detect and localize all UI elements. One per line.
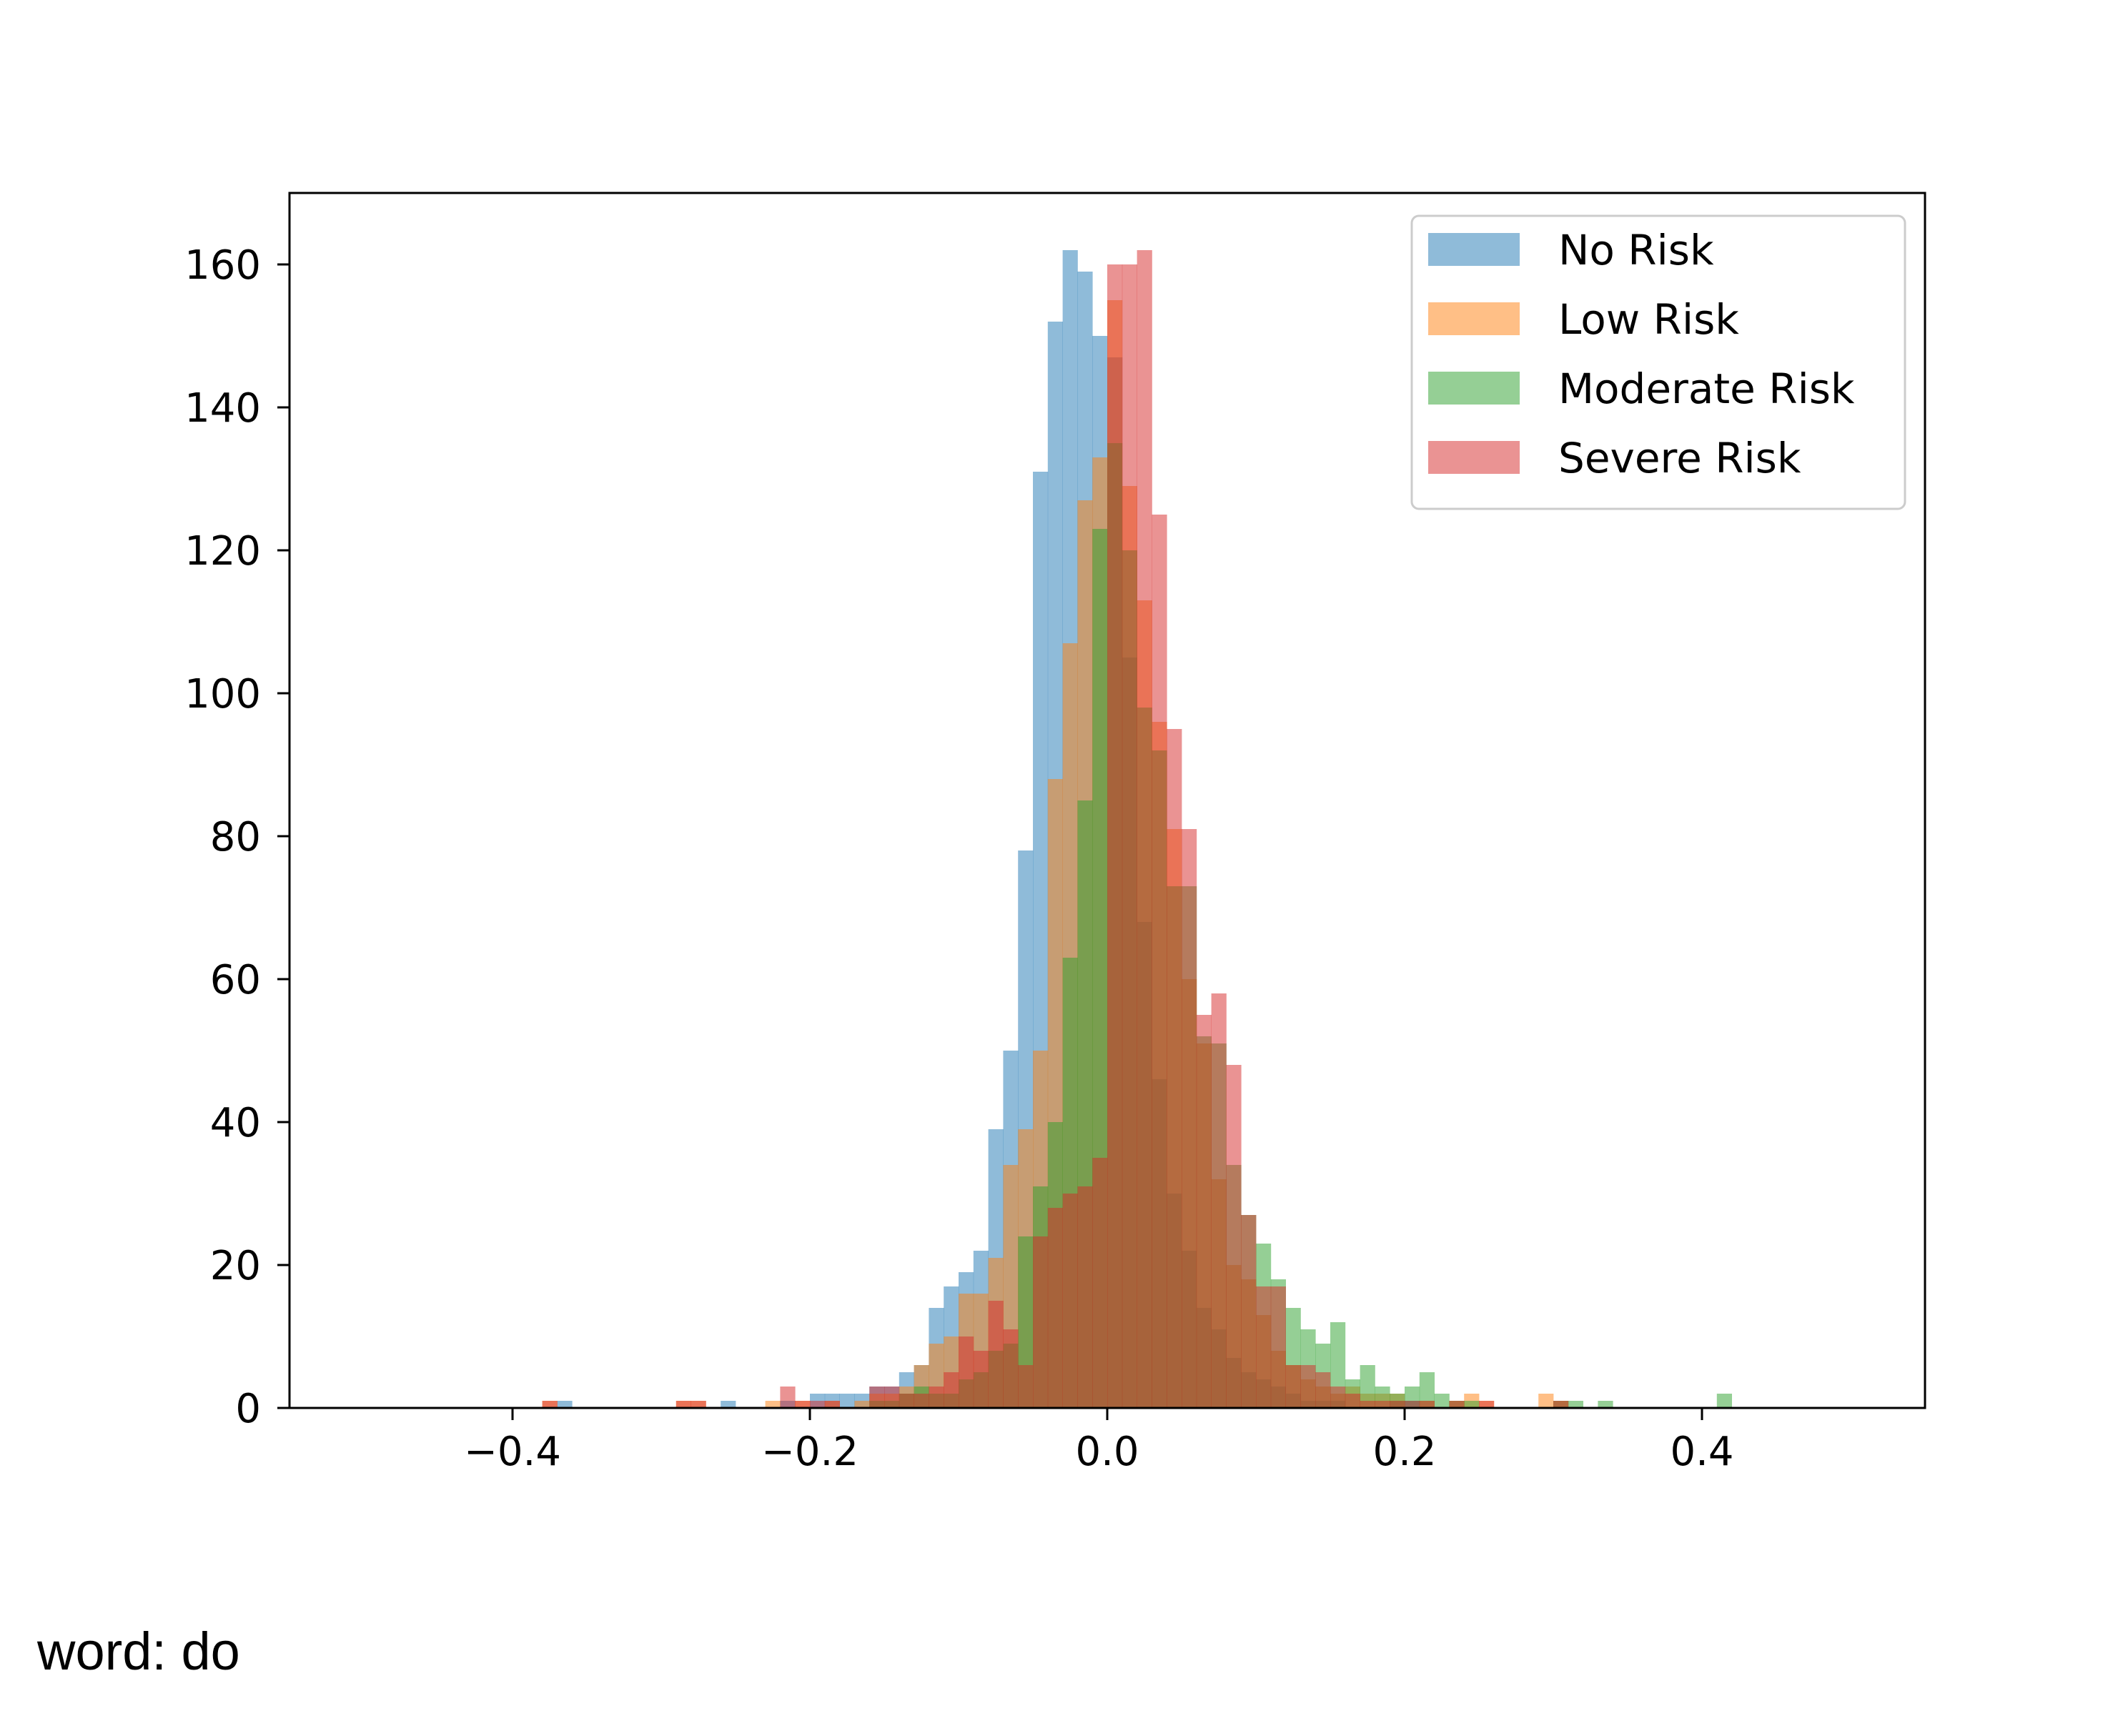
histogram-bar [914,1394,929,1408]
caption-text: word: do [37,1622,240,1681]
x-tick-label: 0.4 [1670,1429,1733,1475]
x-tick-label: 0.0 [1075,1429,1139,1475]
x-tick-label: −0.2 [761,1429,858,1475]
histogram-bar [691,1401,706,1408]
histogram-bar [1062,1194,1078,1408]
legend-swatch [1428,233,1520,266]
legend-label: Severe Risk [1558,434,1801,482]
histogram-bar [542,1401,558,1408]
x-tick-label: 0.2 [1372,1429,1436,1475]
histogram-bar [1122,264,1137,1408]
histogram-bar [1330,1387,1346,1408]
histogram-bar [1360,1401,1375,1408]
histogram-bar [1479,1401,1495,1408]
histogram-bar [1434,1394,1450,1408]
y-tick-label: 120 [184,528,261,575]
histogram-bar [1345,1394,1360,1408]
histogram-bar [824,1401,840,1408]
histogram-bar [1211,993,1227,1408]
histogram-bar [1419,1372,1435,1408]
histogram-bar [721,1401,736,1408]
histogram-bar [1716,1394,1732,1408]
histogram-bar [1077,1186,1093,1408]
legend-box [1410,214,1906,510]
y-tick-label: 140 [184,385,261,432]
histogram-bar [884,1387,900,1408]
histogram-bar [780,1387,796,1408]
histogram-bar [1568,1401,1583,1408]
histogram-bar [1553,1401,1569,1408]
legend-label: Moderate Risk [1558,364,1855,413]
histogram-bar [795,1401,811,1408]
histogram-bar [1107,264,1123,1408]
y-tick-label: 60 [210,957,261,1003]
histogram-bar [1449,1401,1465,1408]
bars-layer [542,250,1732,1408]
histogram-bar [1226,1065,1242,1408]
histogram-bar [1315,1372,1331,1408]
y-tick-label: 20 [210,1243,261,1289]
histogram-bar [854,1401,870,1408]
histogram-bar [1196,1015,1212,1408]
histogram-bar [557,1401,573,1408]
y-tick-label: 0 [235,1386,261,1432]
histogram-bar [1419,1401,1435,1408]
histogram-bar [1003,1329,1019,1408]
histogram-bar [869,1387,885,1408]
histogram-bar [944,1372,959,1408]
histogram-bar [765,1401,781,1408]
histogram-bar [973,1351,989,1408]
y-tick-label: 80 [210,814,261,860]
histogram-bar [1092,1158,1108,1408]
histogram-bar [1033,1236,1049,1408]
histogram-bar [1137,250,1152,1408]
histogram-bar [676,1401,691,1408]
histogram-bar [1152,515,1167,1408]
histogram-bar [1360,1365,1375,1408]
histogram-bar [988,1301,1004,1408]
histogram-bar [1167,729,1182,1408]
legend-swatch [1428,441,1520,474]
histogram-bar [1538,1394,1554,1408]
histogram-bar [929,1387,944,1408]
histogram-bar [1182,829,1197,1408]
histogram-bar [899,1394,914,1408]
histogram-bar [959,1336,974,1408]
histogram-bar [1256,1286,1272,1408]
histogram-bar [1405,1401,1420,1408]
histogram-bar [1300,1365,1316,1408]
histogram-bar [810,1401,826,1408]
histogram-bar [1270,1286,1286,1408]
y-tick-label: 40 [210,1100,261,1146]
histogram-bar [1047,1208,1063,1408]
legend: No Risk Low Risk Moderate Risk Severe Risk [1410,214,1906,510]
histogram-bar [839,1394,855,1408]
legend-label: No Risk [1558,226,1714,274]
legend-swatch [1428,302,1520,335]
histogram-bar [1285,1365,1301,1408]
histogram-bar [1464,1401,1480,1408]
histogram-bar [1598,1401,1613,1408]
legend-label: Low Risk [1558,295,1739,344]
histogram-bar [1390,1401,1405,1408]
histogram-bar [1241,1215,1257,1408]
y-tick-label: 160 [184,242,261,289]
histogram-bar [1375,1401,1390,1408]
legend-swatch [1428,372,1520,405]
series-severe-risk [542,250,1569,1408]
y-tick-label: 100 [184,671,261,718]
series-no-risk [557,250,1420,1408]
axes-layer: −0.4 −0.2 0.0 0.2 0.4 0 20 40 60 80 100 120 140 160 [184,192,1926,1475]
x-tick-label: −0.4 [464,1429,561,1475]
histogram-bar [1018,1365,1034,1408]
